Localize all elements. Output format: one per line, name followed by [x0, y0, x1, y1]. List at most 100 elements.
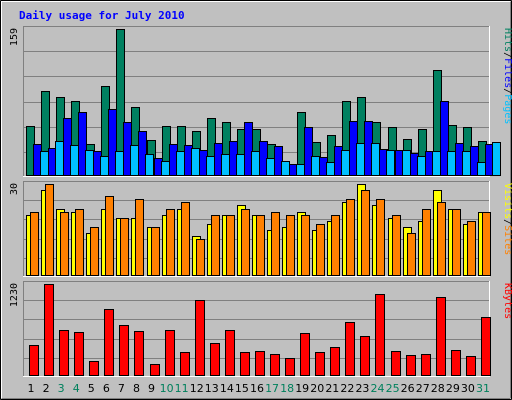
- bar-kbytes: [180, 352, 190, 376]
- day-label: 17: [265, 382, 279, 395]
- bar-sites: [452, 209, 461, 276]
- bar-kbytes: [421, 354, 431, 376]
- bar-kbytes: [134, 331, 144, 376]
- side-legend: Hits/Files/Pages: [502, 28, 512, 124]
- legend-entry: Files: [502, 58, 512, 88]
- bar-pages: [402, 150, 411, 176]
- bar-sites: [392, 215, 401, 276]
- day-labels: 1 2 3 4 5 6 7 8 9 10 11 12 13 14 15 16 17 18 19 20 21 22 23 24 2…: [28, 382, 490, 395]
- bar-kbytes: [104, 309, 114, 376]
- bar-pages: [236, 154, 245, 176]
- day-label: 23: [355, 382, 369, 395]
- bar-sites: [30, 212, 39, 276]
- bar-kbytes: [270, 354, 280, 376]
- bar-kbytes: [210, 343, 220, 376]
- day-label: 11: [175, 382, 189, 395]
- bar-files: [244, 122, 253, 176]
- bar-sites: [241, 209, 250, 276]
- bar-sites: [120, 218, 129, 276]
- day-label: 18: [280, 382, 294, 395]
- bar-sites: [346, 199, 355, 276]
- bar-kbytes: [29, 345, 39, 376]
- bar-kbytes: [436, 297, 446, 376]
- bar-pages: [191, 148, 200, 176]
- bar-kbytes: [240, 352, 250, 376]
- bar-pages: [371, 143, 380, 176]
- y-max-label: 159: [9, 28, 20, 46]
- bar-kbytes: [360, 336, 370, 376]
- bar-sites: [482, 212, 491, 276]
- bar-kbytes: [391, 351, 401, 376]
- bar-kbytes: [285, 358, 295, 376]
- bar-sites: [407, 233, 416, 276]
- day-label: 7: [118, 382, 125, 395]
- bar-sites: [90, 227, 99, 276]
- day-label: 31: [476, 382, 490, 395]
- bar-pages: [462, 151, 471, 176]
- day-label: 9: [148, 382, 155, 395]
- bar-sites: [376, 199, 385, 276]
- legend-entry: Pages: [502, 94, 512, 124]
- legend-entry: /: [502, 88, 512, 94]
- bar-sites: [301, 215, 310, 276]
- day-label: 19: [295, 382, 309, 395]
- bar-files: [78, 112, 87, 176]
- day-label: 24: [371, 382, 385, 395]
- bar-pages: [432, 151, 441, 176]
- bar-sites: [135, 199, 144, 276]
- bar-pages: [266, 158, 275, 176]
- bar-sites: [331, 215, 340, 276]
- bar-pages: [100, 156, 109, 176]
- bar-kbytes: [44, 284, 54, 376]
- bar-kbytes: [345, 322, 355, 376]
- bar-sites: [316, 224, 325, 276]
- bar-sites: [196, 239, 205, 276]
- bar-kbytes: [481, 317, 491, 376]
- bar-pages: [206, 156, 215, 176]
- bar-pages: [341, 150, 350, 176]
- bar-pages: [492, 142, 501, 176]
- bar-pages: [115, 151, 124, 176]
- bar-pages: [70, 145, 79, 176]
- bar-pages: [477, 162, 486, 176]
- side-legend: KBytes: [502, 283, 512, 319]
- bar-sites: [271, 212, 280, 276]
- day-label: 6: [103, 382, 110, 395]
- bar-sites: [286, 215, 295, 276]
- bar-pages: [55, 141, 64, 176]
- bar-pages: [281, 161, 290, 176]
- bar-pages: [386, 150, 395, 176]
- bar-pages: [40, 151, 49, 176]
- panel-hits-files-pages: 159 Hits/Files/Pages: [9, 26, 512, 177]
- bar-pages: [176, 151, 185, 176]
- bar-sites: [181, 202, 190, 276]
- bar-sites: [467, 221, 476, 276]
- day-label: 27: [416, 382, 430, 395]
- bar-pages: [251, 151, 260, 176]
- bar-sites: [45, 184, 54, 276]
- bar-sites: [151, 227, 160, 276]
- bar-sites: [422, 209, 431, 276]
- bar-kbytes: [119, 325, 129, 376]
- legend-entry: /: [502, 219, 512, 225]
- chart-title: Daily usage for July 2010: [19, 9, 185, 22]
- day-label: 28: [431, 382, 445, 395]
- day-label: 20: [310, 382, 324, 395]
- day-label: 12: [190, 382, 204, 395]
- bar-kbytes: [150, 364, 160, 376]
- day-label: 22: [340, 382, 354, 395]
- bar-kbytes: [315, 352, 325, 376]
- day-label: 1: [28, 382, 35, 395]
- bar-pages: [447, 151, 456, 176]
- bar-sites: [361, 190, 370, 276]
- day-label: 14: [220, 382, 234, 395]
- bar-pages: [161, 161, 170, 176]
- bar-pages: [130, 145, 139, 176]
- bar-files: [108, 109, 117, 176]
- bar-sites: [226, 215, 235, 276]
- bar-kbytes: [375, 294, 385, 376]
- day-label: 21: [325, 382, 339, 395]
- day-label: 13: [205, 382, 219, 395]
